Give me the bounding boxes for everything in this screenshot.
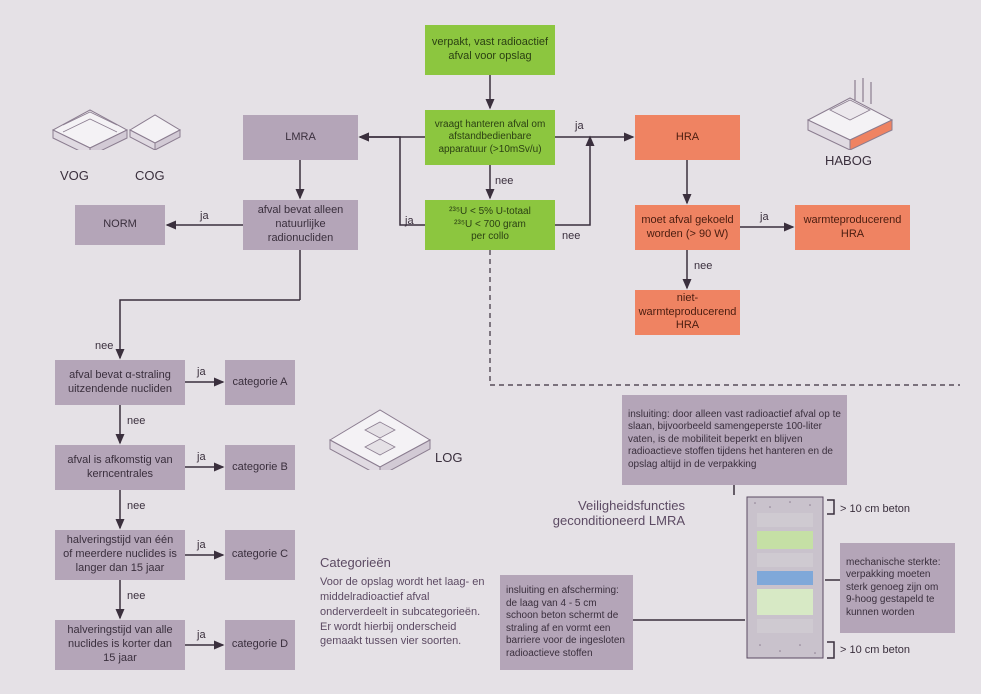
- edge-nee-4: nee: [127, 415, 145, 427]
- vog-label: VOG: [60, 168, 89, 183]
- note-afscherming: insluiting en afscherming: de laag van 4…: [500, 575, 633, 670]
- flow-norm: NORM: [75, 205, 165, 245]
- habog-label: HABOG: [825, 153, 872, 168]
- vog-building-icon: [45, 90, 135, 150]
- flow-cat-a: categorie A: [225, 360, 295, 405]
- flow-cat-c: categorie C: [225, 530, 295, 580]
- flow-q-remote: vraagt hanteren afval om afstandbedienba…: [425, 110, 555, 165]
- flow-q-cool: moet afval gekoeld worden (> 90 W): [635, 205, 740, 250]
- flow-q-hl15: halveringstijd van één of meerdere nucli…: [55, 530, 185, 580]
- edge-nee-7: nee: [694, 260, 712, 272]
- flow-cat-d: categorie D: [225, 620, 295, 670]
- flow-q-u235: ²³⁵U < 5% U-totaal ²³⁵U < 700 gram per c…: [425, 200, 555, 250]
- edge-ja-3: ja: [200, 210, 209, 222]
- log-label: LOG: [435, 450, 462, 465]
- cog-building-icon: [125, 100, 185, 150]
- edge-ja-1: ja: [575, 120, 584, 132]
- note-mech: mechanische sterkte: verpakking moeten s…: [840, 543, 955, 633]
- flow-q-hl-all: halveringstijd van alle nuclides is kort…: [55, 620, 185, 670]
- edge-nee-5: nee: [127, 500, 145, 512]
- edge-nee-3: nee: [95, 340, 113, 352]
- flow-hra: HRA: [635, 115, 740, 160]
- flow-q-alpha: afval bevat α-straling uitzendende nucli…: [55, 360, 185, 405]
- flow-q-natural: afval bevat alleen natuurlijke radionucl…: [243, 200, 358, 250]
- edge-ja-8: ja: [760, 211, 769, 223]
- edge-ja-6: ja: [197, 539, 206, 551]
- edge-nee-1: nee: [495, 175, 513, 187]
- edge-ja-5: ja: [197, 451, 206, 463]
- edge-nee-6: nee: [127, 590, 145, 602]
- edge-ja-7: ja: [197, 629, 206, 641]
- categories-body: Voor de opslag wordt het laag- en middel…: [320, 575, 485, 649]
- categories-heading: Categorieën: [320, 555, 391, 570]
- flow-q-kern: afval is afkomstig van kerncentrales: [55, 445, 185, 490]
- drum-cross-section-icon: [745, 495, 825, 660]
- edge-nee-2: nee: [562, 230, 580, 242]
- flow-start: verpakt, vast radioactief afval voor ops…: [425, 25, 555, 75]
- edge-ja-4: ja: [197, 366, 206, 378]
- log-building-icon: [320, 395, 440, 470]
- flow-lmra: LMRA: [243, 115, 358, 160]
- safety-heading: Veiligheidsfuncties geconditioneerd LMRA: [525, 498, 685, 528]
- habog-building-icon: [800, 70, 900, 150]
- note-insluiting: insluiting: door alleen vast radioactief…: [622, 395, 847, 485]
- flow-cat-b: categorie B: [225, 445, 295, 490]
- flow-hra-nonheat: niet-warmteproducerend HRA: [635, 290, 740, 335]
- beton-bot-label: > 10 cm beton: [840, 644, 910, 656]
- flow-hra-heat: warmteproducerend HRA: [795, 205, 910, 250]
- cog-label: COG: [135, 168, 165, 183]
- edge-ja-2: ja: [405, 215, 414, 227]
- beton-top-label: > 10 cm beton: [840, 503, 910, 515]
